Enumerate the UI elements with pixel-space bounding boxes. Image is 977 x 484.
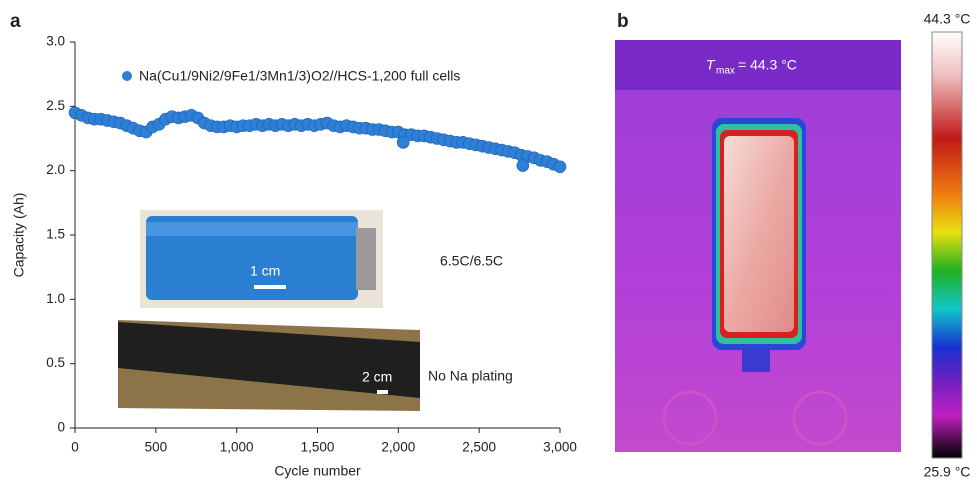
colorbar-max: 44.3 °C <box>924 11 971 27</box>
legend-marker <box>122 71 132 81</box>
y-tick-label: 3.0 <box>46 34 65 49</box>
cell-highlight <box>146 222 358 236</box>
annotation-subscript: max <box>716 66 735 77</box>
annotation: No Na plating <box>428 368 513 384</box>
x-tick-label: 0 <box>71 440 79 455</box>
y-tick-label: 0 <box>57 420 65 435</box>
y-tick-label: 1.0 <box>46 291 65 306</box>
x-tick-label: 500 <box>145 440 168 455</box>
data-point <box>554 161 566 173</box>
y-tick-label: 2.0 <box>46 162 65 177</box>
panel-label: a <box>10 11 21 32</box>
cell-hot <box>724 136 794 332</box>
tab <box>742 348 770 372</box>
data-point <box>517 160 529 172</box>
x-tick-label: 1,000 <box>220 440 254 455</box>
annotation-value: = 44.3 °C <box>738 57 797 73</box>
x-tick-label: 1,500 <box>301 440 335 455</box>
x-tick-label: 3,000 <box>543 440 577 455</box>
colorbar-min: 25.9 °C <box>924 464 971 480</box>
annotation: 1 cm <box>250 263 280 279</box>
annotation: 2 cm <box>362 369 392 385</box>
colorbar <box>932 32 962 458</box>
annotation-symbol: T <box>706 57 716 73</box>
y-tick-label: 2.5 <box>46 98 65 113</box>
y-tick-label: 1.5 <box>46 227 65 242</box>
x-axis-label: Cycle number <box>274 463 361 479</box>
annotation: 6.5C/6.5C <box>440 253 503 269</box>
x-tick-label: 2,500 <box>462 440 496 455</box>
legend-label: Na(Cu1/9Ni2/9Fe1/3Mn1/3)O2//HCS-1,200 fu… <box>139 68 460 84</box>
y-tick-label: 0.5 <box>46 355 65 370</box>
panel-label: b <box>617 11 629 32</box>
y-axis-label: Capacity (Ah) <box>11 193 27 278</box>
figure: a b T max = 44.3 °C 44.3 °C 25.9 °C 0 500… <box>0 0 977 484</box>
x-tick-label: 2,000 <box>381 440 415 455</box>
cell-cap <box>356 228 376 290</box>
data-point <box>397 136 409 148</box>
